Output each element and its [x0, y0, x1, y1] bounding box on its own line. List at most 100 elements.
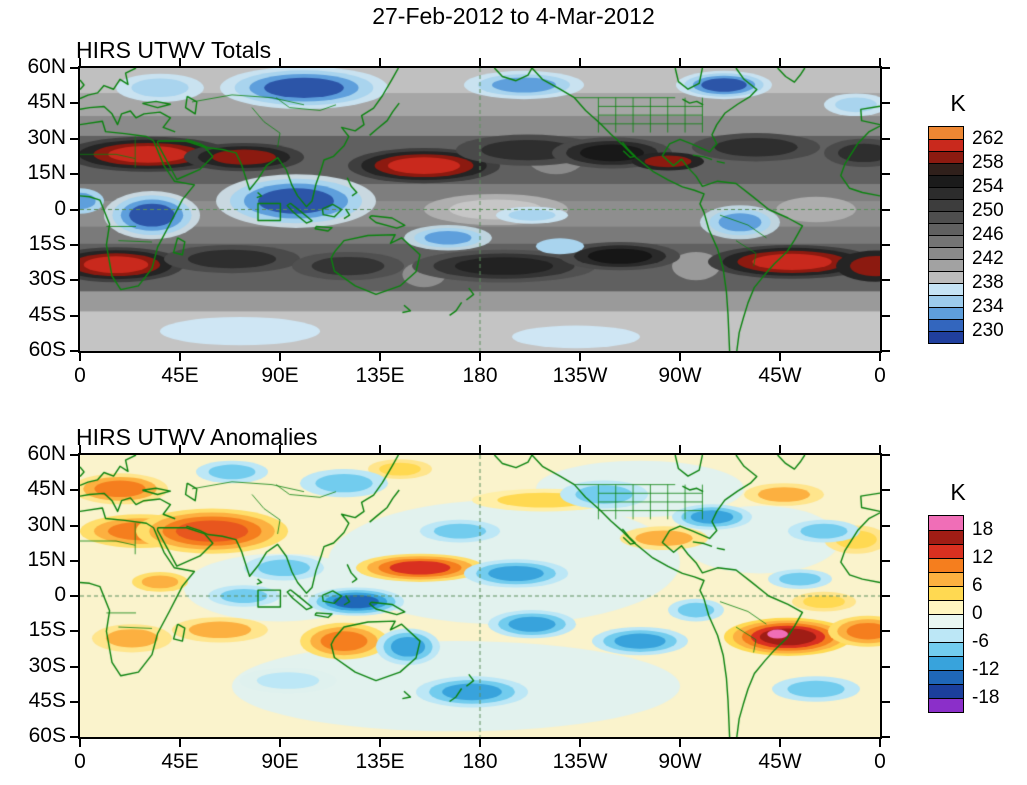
- x-tick-label: 135W: [552, 364, 608, 387]
- y-tick-label: 60N: [27, 55, 66, 78]
- totals-panel-title: HIRS UTWV Totals: [76, 37, 272, 63]
- y-tick: [70, 700, 78, 703]
- colorbar-segment: [929, 235, 963, 247]
- anomalies-map-frame: [78, 453, 882, 739]
- colorbar-segment: [929, 628, 963, 642]
- y-tick: [70, 489, 78, 492]
- colorbar-segment: [929, 211, 963, 223]
- colorbar-segment: [929, 331, 963, 343]
- y-tick: [882, 630, 890, 633]
- x-tick: [479, 739, 481, 747]
- colorbar-tick-label: 246: [972, 224, 1004, 245]
- colorbar-segment: [929, 572, 963, 586]
- y-tick: [70, 314, 78, 317]
- y-tick: [882, 67, 890, 69]
- y-tick: [882, 595, 890, 597]
- y-tick: [70, 454, 78, 456]
- colorbar-tick-label: 258: [972, 152, 1004, 173]
- x-tick: [679, 739, 681, 747]
- colorbar-tick-label: -12: [972, 659, 1000, 680]
- x-tick: [279, 58, 281, 66]
- x-tick: [479, 445, 481, 453]
- x-tick: [879, 353, 881, 361]
- x-tick: [379, 445, 381, 453]
- colorbar-tick-label: 18: [972, 519, 994, 540]
- colorbar-segment: [929, 600, 963, 614]
- x-tick: [279, 739, 281, 747]
- anomalies-colorbar: [928, 515, 964, 713]
- x-tick: [79, 353, 81, 361]
- colorbar-segment: [929, 163, 963, 175]
- y-tick: [70, 67, 78, 69]
- colorbar-segment: [929, 670, 963, 684]
- colorbar-segment: [929, 259, 963, 271]
- colorbar-tick-label: 250: [972, 200, 1004, 221]
- x-tick: [479, 58, 481, 66]
- x-tick: [579, 445, 581, 453]
- x-tick: [679, 353, 681, 361]
- y-tick: [882, 665, 890, 668]
- y-tick: [70, 595, 78, 597]
- x-tick: [779, 353, 781, 361]
- x-tick: [279, 445, 281, 453]
- x-tick: [179, 353, 181, 361]
- colorbar-segment: [929, 319, 963, 331]
- colorbar-segment: [929, 544, 963, 558]
- colorbar-segment: [929, 139, 963, 151]
- y-tick-label: 60S: [28, 724, 66, 747]
- colorbar-segment: [929, 516, 963, 530]
- y-tick-label: 30N: [27, 512, 66, 536]
- y-tick-label: 30S: [28, 653, 66, 677]
- colorbar-segment: [929, 558, 963, 572]
- colorbar-segment: [929, 656, 963, 670]
- x-tick: [79, 445, 81, 453]
- totals-colorbar-units-label: K: [950, 90, 966, 116]
- x-tick-label: 45E: [161, 364, 199, 387]
- y-tick: [70, 630, 78, 633]
- x-tick: [879, 445, 881, 453]
- y-tick: [70, 559, 78, 562]
- colorbar-segment: [929, 223, 963, 235]
- colorbar-segment: [929, 642, 963, 656]
- y-tick: [882, 736, 890, 738]
- x-tick: [679, 58, 681, 66]
- colorbar-segment: [929, 127, 963, 139]
- x-tick-label: 180: [462, 364, 498, 387]
- y-tick-label: 15N: [27, 161, 66, 185]
- x-tick-label: 0: [74, 750, 86, 773]
- colorbar-tick-label: -6: [972, 631, 989, 652]
- y-tick: [882, 173, 890, 176]
- x-tick: [79, 739, 81, 747]
- y-tick-label: 0: [54, 583, 66, 606]
- y-tick-label: 60N: [27, 442, 66, 465]
- x-tick-label: 135E: [355, 750, 405, 773]
- x-tick-label: 135E: [355, 364, 405, 387]
- x-tick: [879, 58, 881, 66]
- y-tick: [70, 736, 78, 738]
- x-tick-label: 180: [462, 750, 498, 773]
- y-tick: [882, 208, 890, 211]
- y-tick: [70, 350, 78, 352]
- colorbar-segment: [929, 271, 963, 283]
- x-tick-label: 45E: [161, 750, 199, 773]
- x-tick: [479, 353, 481, 361]
- x-tick-label: 0: [874, 364, 886, 387]
- y-tick: [882, 243, 890, 246]
- x-tick: [779, 445, 781, 453]
- colorbar-tick-label: -18: [972, 687, 1000, 708]
- x-tick: [379, 353, 381, 361]
- y-tick-label: 45N: [27, 90, 66, 114]
- colorbar-tick-label: 230: [972, 320, 1004, 341]
- y-tick-label: 15N: [27, 547, 66, 571]
- colorbar-segment: [929, 614, 963, 628]
- x-tick: [379, 58, 381, 66]
- y-tick: [882, 700, 890, 703]
- colorbar-segment: [929, 175, 963, 187]
- totals-colorbar: [928, 126, 964, 344]
- x-tick: [579, 353, 581, 361]
- x-tick: [779, 739, 781, 747]
- x-tick: [779, 58, 781, 66]
- anomalies-map-canvas: [80, 455, 880, 737]
- y-tick: [882, 279, 890, 282]
